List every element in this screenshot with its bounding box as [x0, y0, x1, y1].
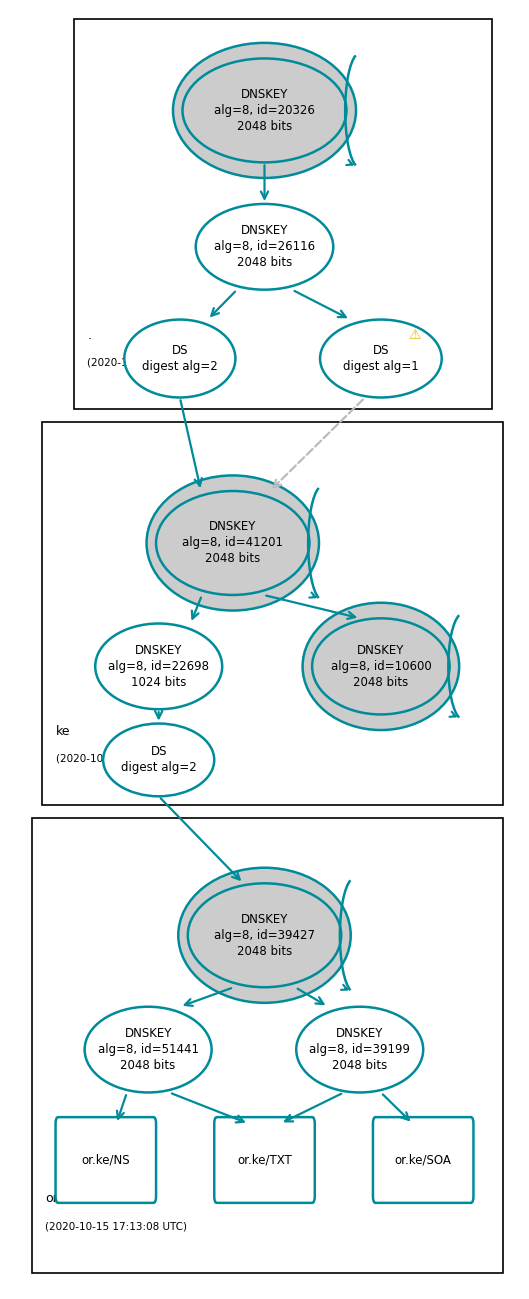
- Text: DNSKEY
alg=8, id=10600
2048 bits: DNSKEY alg=8, id=10600 2048 bits: [331, 644, 431, 688]
- Bar: [42, 422, 503, 805]
- Text: .: .: [87, 329, 92, 342]
- Text: ⚠: ⚠: [408, 329, 421, 342]
- FancyBboxPatch shape: [214, 1117, 315, 1203]
- Text: (2020-10-15 14:15:13 UTC): (2020-10-15 14:15:13 UTC): [87, 357, 230, 368]
- Ellipse shape: [183, 58, 346, 162]
- Ellipse shape: [188, 883, 341, 987]
- Ellipse shape: [312, 618, 450, 714]
- Bar: [74, 19, 492, 409]
- Text: (2020-10-15 16:58:49 UTC): (2020-10-15 16:58:49 UTC): [56, 753, 198, 764]
- Ellipse shape: [103, 724, 214, 796]
- Text: DNSKEY
alg=8, id=39427
2048 bits: DNSKEY alg=8, id=39427 2048 bits: [214, 913, 315, 957]
- Text: DNSKEY
alg=8, id=26116
2048 bits: DNSKEY alg=8, id=26116 2048 bits: [214, 225, 315, 269]
- Ellipse shape: [85, 1007, 212, 1092]
- Text: ke: ke: [56, 725, 70, 738]
- FancyBboxPatch shape: [373, 1117, 473, 1203]
- Ellipse shape: [173, 43, 356, 178]
- Text: (2020-10-15 17:13:08 UTC): (2020-10-15 17:13:08 UTC): [45, 1221, 187, 1231]
- Text: DNSKEY
alg=8, id=39199
2048 bits: DNSKEY alg=8, id=39199 2048 bits: [309, 1028, 410, 1072]
- Text: DS
digest alg=2: DS digest alg=2: [142, 344, 218, 373]
- FancyBboxPatch shape: [56, 1117, 156, 1203]
- Text: or.ke/TXT: or.ke/TXT: [237, 1154, 292, 1167]
- Text: DS
digest alg=1: DS digest alg=1: [343, 344, 419, 373]
- Text: DNSKEY
alg=8, id=22698
1024 bits: DNSKEY alg=8, id=22698 1024 bits: [108, 644, 209, 688]
- Ellipse shape: [320, 320, 442, 397]
- Ellipse shape: [296, 1007, 423, 1092]
- Text: DS
digest alg=2: DS digest alg=2: [121, 746, 197, 774]
- Ellipse shape: [95, 624, 222, 709]
- Ellipse shape: [156, 491, 309, 595]
- Ellipse shape: [124, 320, 235, 397]
- Bar: [32, 818, 503, 1273]
- Ellipse shape: [178, 868, 351, 1003]
- Text: or.ke/NS: or.ke/NS: [81, 1154, 130, 1167]
- Text: or.ke: or.ke: [45, 1192, 75, 1205]
- Ellipse shape: [147, 475, 319, 611]
- Ellipse shape: [196, 204, 333, 290]
- Text: DNSKEY
alg=8, id=41201
2048 bits: DNSKEY alg=8, id=41201 2048 bits: [183, 521, 283, 565]
- Ellipse shape: [303, 603, 459, 730]
- Text: or.ke/SOA: or.ke/SOA: [395, 1154, 452, 1167]
- Text: DNSKEY
alg=8, id=51441
2048 bits: DNSKEY alg=8, id=51441 2048 bits: [98, 1028, 198, 1072]
- Text: DNSKEY
alg=8, id=20326
2048 bits: DNSKEY alg=8, id=20326 2048 bits: [214, 88, 315, 132]
